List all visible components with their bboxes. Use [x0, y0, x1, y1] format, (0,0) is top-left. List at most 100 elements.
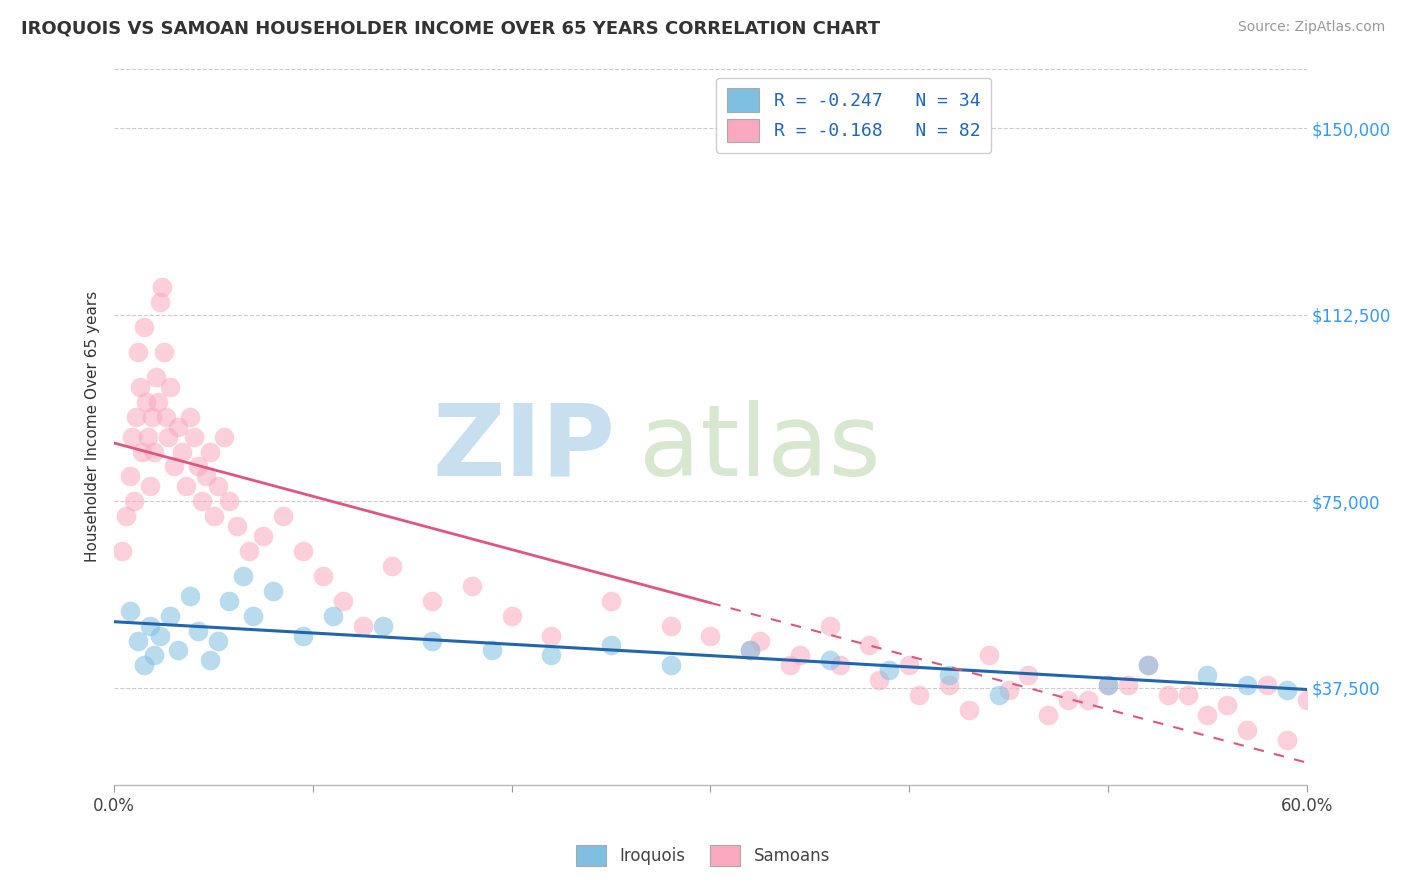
Point	[1077, 693, 1099, 707]
Point	[121, 429, 143, 443]
Point	[153, 345, 176, 359]
Point	[150, 280, 173, 294]
Point	[740, 643, 762, 657]
Point	[461, 579, 484, 593]
Point	[1216, 698, 1239, 713]
Point	[252, 529, 274, 543]
Legend: R = -0.247   N = 34, R = -0.168   N = 82: R = -0.247 N = 34, R = -0.168 N = 82	[716, 78, 991, 153]
Point	[1038, 708, 1060, 723]
Point	[957, 703, 980, 717]
Point	[740, 643, 762, 657]
Point	[938, 678, 960, 692]
Point	[218, 593, 240, 607]
Point	[166, 643, 188, 657]
Point	[879, 664, 901, 678]
Point	[898, 658, 921, 673]
Point	[125, 409, 148, 424]
Point	[779, 658, 801, 673]
Point	[749, 633, 772, 648]
Point	[987, 688, 1010, 702]
Point	[120, 469, 142, 483]
Point	[371, 618, 394, 632]
Point	[262, 583, 284, 598]
Point	[1177, 688, 1199, 702]
Point	[135, 394, 157, 409]
Point	[207, 633, 229, 648]
Text: ZIP: ZIP	[432, 400, 614, 497]
Point	[141, 409, 163, 424]
Point	[977, 648, 1000, 663]
Point	[179, 409, 201, 424]
Point	[381, 558, 404, 573]
Point	[312, 569, 335, 583]
Point	[159, 380, 181, 394]
Point	[202, 509, 225, 524]
Point	[1197, 708, 1219, 723]
Point	[1275, 733, 1298, 747]
Point	[1097, 678, 1119, 692]
Point	[540, 628, 562, 642]
Point	[194, 469, 217, 483]
Point	[1256, 678, 1278, 692]
Point	[122, 494, 145, 508]
Point	[1018, 668, 1040, 682]
Point	[481, 643, 503, 657]
Point	[139, 479, 162, 493]
Point	[170, 444, 193, 458]
Point	[1136, 658, 1159, 673]
Point	[352, 618, 374, 632]
Point	[501, 608, 523, 623]
Point	[828, 658, 851, 673]
Point	[190, 494, 212, 508]
Point	[699, 628, 721, 642]
Point	[858, 639, 880, 653]
Point	[271, 509, 294, 524]
Point	[789, 648, 811, 663]
Point	[132, 658, 155, 673]
Point	[163, 459, 186, 474]
Point	[115, 509, 138, 524]
Point	[166, 419, 188, 434]
Point	[149, 628, 172, 642]
Point	[332, 593, 354, 607]
Point	[212, 429, 235, 443]
Text: IROQUOIS VS SAMOAN HOUSEHOLDER INCOME OVER 65 YEARS CORRELATION CHART: IROQUOIS VS SAMOAN HOUSEHOLDER INCOME OV…	[21, 20, 880, 37]
Point	[139, 618, 162, 632]
Point	[1097, 678, 1119, 692]
Point	[1275, 683, 1298, 698]
Point	[127, 633, 149, 648]
Point	[187, 624, 209, 638]
Point	[159, 608, 181, 623]
Point	[145, 370, 167, 384]
Point	[155, 409, 177, 424]
Point	[818, 653, 841, 667]
Point	[420, 633, 443, 648]
Point	[120, 604, 142, 618]
Point	[146, 394, 169, 409]
Point	[868, 673, 890, 688]
Point	[174, 479, 197, 493]
Point	[1136, 658, 1159, 673]
Point	[540, 648, 562, 663]
Point	[132, 320, 155, 334]
Point	[198, 653, 221, 667]
Point	[142, 648, 165, 663]
Point	[659, 618, 682, 632]
Point	[242, 608, 264, 623]
Point	[127, 345, 149, 359]
Point	[238, 544, 260, 558]
Point	[1116, 678, 1139, 692]
Point	[179, 589, 201, 603]
Point	[1236, 723, 1258, 737]
Point	[1057, 693, 1080, 707]
Point	[938, 668, 960, 682]
Point	[600, 593, 623, 607]
Point	[218, 494, 240, 508]
Point	[292, 628, 315, 642]
Point	[322, 608, 344, 623]
Point	[908, 688, 931, 702]
Point	[1236, 678, 1258, 692]
Point	[1197, 668, 1219, 682]
Text: Source: ZipAtlas.com: Source: ZipAtlas.com	[1237, 20, 1385, 34]
Point	[226, 519, 249, 533]
